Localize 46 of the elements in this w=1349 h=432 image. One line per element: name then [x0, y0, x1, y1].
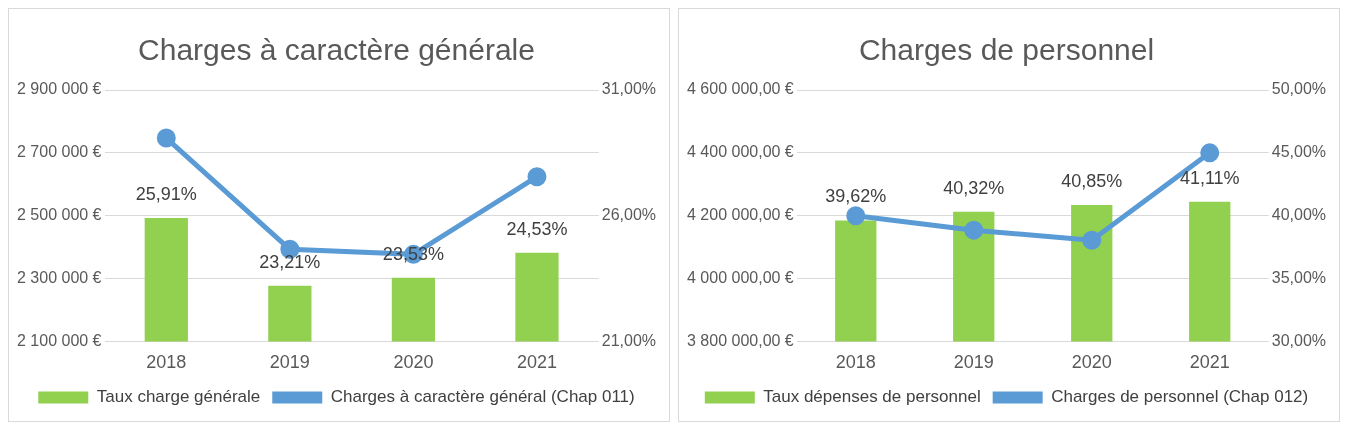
y2-tick-label: 50,00% — [1271, 80, 1326, 98]
data-label: 23,21% — [259, 251, 321, 272]
y2-tick-label: 21,00% — [601, 331, 656, 349]
data-label: 40,32% — [943, 177, 1005, 198]
legend-label: Charges à caractère général (Chap 011) — [330, 387, 635, 407]
x-tick-label: 2019 — [269, 352, 310, 373]
data-label: 24,53% — [506, 218, 568, 239]
y2-tick-label: 35,00% — [1271, 268, 1326, 286]
point — [964, 220, 984, 240]
y-tick-label: 2 100 000 € — [16, 331, 102, 349]
y-tick-label: 2 700 000 € — [16, 143, 102, 161]
legend-label: Taux charge générale — [96, 387, 261, 407]
y-tick-label: 4 400 000,00 € — [687, 143, 794, 161]
x-tick-label: 2018 — [835, 352, 876, 373]
y-tick-label: 2 500 000 € — [16, 206, 102, 224]
data-label: 25,91% — [135, 183, 197, 204]
y2-tick-label: 26,00% — [601, 206, 656, 224]
data-label: 40,85% — [1061, 170, 1123, 191]
chart-title: Charges de personnel — [858, 33, 1155, 67]
y-tick-label: 4 000 000,00 € — [687, 268, 794, 286]
y-tick-label: 3 800 000,00 € — [687, 331, 794, 349]
y-tick-label: 4 600 000,00 € — [687, 80, 794, 98]
point — [156, 128, 176, 148]
x-tick-label: 2020 — [393, 352, 434, 373]
chart-title: Charges à caractère générale — [138, 33, 535, 67]
point — [1200, 143, 1220, 163]
x-tick-label: 2018 — [146, 352, 187, 373]
x-tick-label: 2021 — [1189, 352, 1230, 373]
point — [527, 167, 547, 187]
data-label: 41,11% — [1179, 167, 1240, 188]
y-tick-label: 4 200 000,00 € — [687, 206, 794, 224]
x-tick-label: 2021 — [516, 352, 557, 373]
y-tick-label: 2 300 000 € — [16, 268, 102, 286]
point — [1082, 230, 1102, 250]
point — [846, 206, 866, 226]
x-tick-label: 2019 — [953, 352, 994, 373]
y-tick-label: 2 900 000 € — [16, 80, 102, 98]
legend-label: Taux dépenses de personnel — [763, 387, 981, 407]
y2-tick-label: 30,00% — [1271, 331, 1326, 349]
data-label: 39,62% — [825, 186, 887, 207]
y2-tick-label: 31,00% — [601, 80, 656, 98]
y2-tick-label: 40,00% — [1271, 206, 1326, 224]
legend-label: Charges de personnel (Chap 012) — [1051, 387, 1309, 407]
y2-tick-label: 45,00% — [1271, 143, 1326, 161]
x-tick-label: 2020 — [1071, 352, 1112, 373]
data-label: 23,53% — [382, 243, 444, 264]
